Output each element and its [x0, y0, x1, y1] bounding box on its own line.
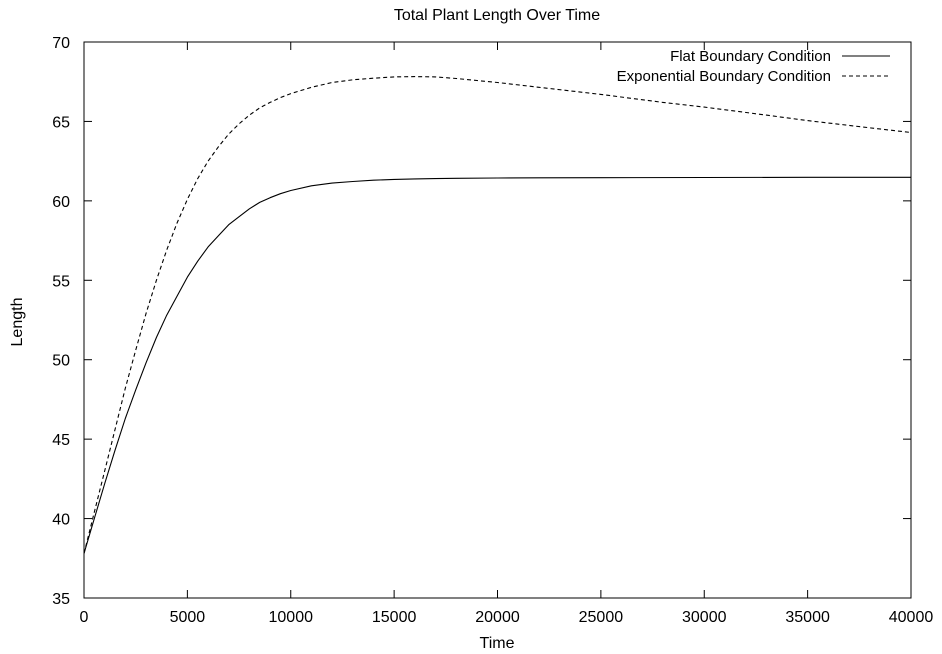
y-axis-title: Length: [9, 298, 26, 347]
y-tick-label: 70: [52, 35, 70, 52]
x-tick-label: 10000: [269, 609, 314, 626]
plot-area: 0 5000 10000 15000 20000 25000 30000 35000 40000…: [52, 35, 933, 626]
x-tick-label: 5000: [170, 609, 206, 626]
legend-label-1: Flat Boundary Condition: [670, 48, 831, 65]
series-line-2: [83, 76, 912, 554]
x-tick-label: 35000: [785, 609, 830, 626]
y-tick-label: 60: [52, 194, 70, 211]
y-tick-label: 45: [52, 432, 70, 449]
y-tick-label: 40: [52, 512, 70, 529]
plot-frame: [83, 41, 912, 599]
series-line-1: [83, 176, 911, 554]
y-tick-label: 35: [52, 591, 70, 608]
y-tick-label: 65: [52, 114, 70, 131]
chart-title: Total Plant Length Over Time: [394, 7, 600, 24]
x-tick-label: 25000: [579, 609, 624, 626]
y-tick-label: 50: [52, 353, 70, 370]
x-tick-label: 20000: [475, 609, 520, 626]
x-tick-label: 15000: [372, 609, 417, 626]
x-tick-label: 30000: [682, 609, 727, 626]
x-axis-title: Time: [480, 635, 515, 652]
legend-label-2: Exponential Boundary Condition: [617, 68, 831, 85]
x-tick-label: 0: [80, 609, 89, 626]
y-tick-label: 55: [52, 273, 70, 290]
x-tick-label: 40000: [889, 609, 934, 626]
